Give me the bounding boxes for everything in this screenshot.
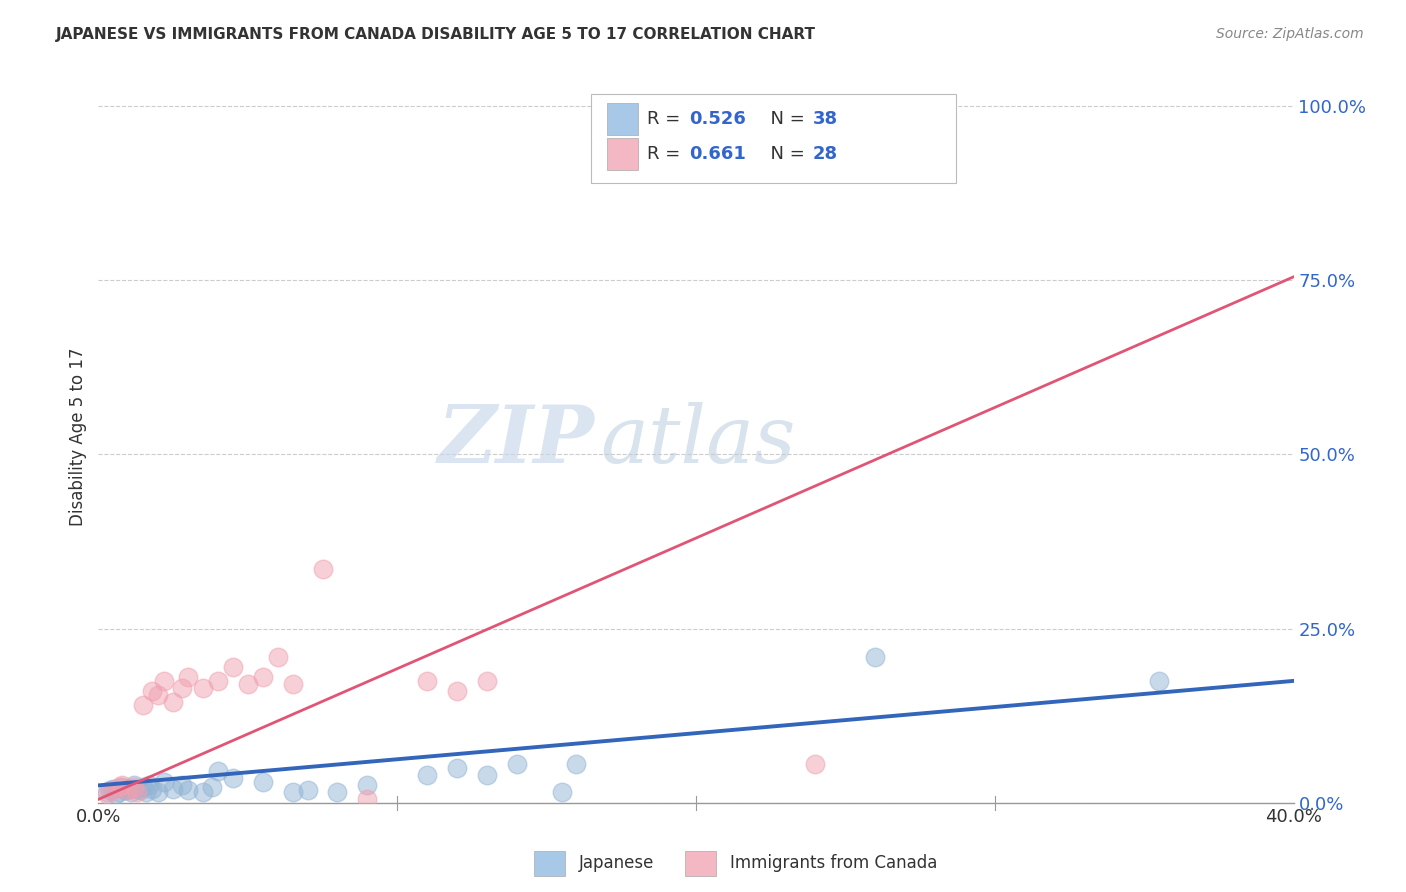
Point xyxy=(127,781,149,796)
Point xyxy=(172,681,194,695)
Point xyxy=(565,757,588,772)
Point xyxy=(1147,673,1170,688)
Point xyxy=(207,673,229,688)
Point xyxy=(153,673,176,688)
Point xyxy=(120,785,142,799)
Point xyxy=(222,772,245,786)
Point xyxy=(356,778,378,792)
Point xyxy=(236,677,259,691)
Point xyxy=(117,781,139,796)
Point xyxy=(148,688,170,702)
Point xyxy=(416,768,439,782)
Point xyxy=(475,673,498,688)
Text: N =: N = xyxy=(759,145,811,163)
Point xyxy=(111,778,134,792)
Text: 0.661: 0.661 xyxy=(689,145,745,163)
Point xyxy=(98,783,122,797)
Point xyxy=(138,778,160,792)
Text: R =: R = xyxy=(647,110,686,128)
Point xyxy=(191,785,214,799)
Point xyxy=(96,785,118,799)
Point xyxy=(326,785,349,799)
Y-axis label: Disability Age 5 to 17: Disability Age 5 to 17 xyxy=(69,348,87,526)
Point xyxy=(117,783,139,797)
Point xyxy=(108,785,131,799)
Point xyxy=(804,757,827,772)
Point xyxy=(446,684,468,698)
Point xyxy=(172,778,194,792)
Point xyxy=(141,781,163,796)
Point xyxy=(177,670,200,684)
Point xyxy=(506,757,529,772)
Text: Japanese: Japanese xyxy=(579,855,655,872)
Point xyxy=(297,783,319,797)
Point xyxy=(105,788,128,802)
Point xyxy=(446,761,468,775)
Text: N =: N = xyxy=(759,110,811,128)
Point xyxy=(148,785,170,799)
Point xyxy=(141,684,163,698)
Point xyxy=(124,780,146,795)
Text: Source: ZipAtlas.com: Source: ZipAtlas.com xyxy=(1216,27,1364,41)
Text: atlas: atlas xyxy=(600,402,796,480)
Text: ZIP: ZIP xyxy=(437,402,595,480)
Point xyxy=(114,783,136,797)
Point xyxy=(162,695,184,709)
Point xyxy=(191,681,214,695)
Point xyxy=(252,775,274,789)
Point xyxy=(550,785,572,799)
Point xyxy=(124,778,146,792)
Point xyxy=(103,781,125,796)
Point xyxy=(201,780,224,795)
Point xyxy=(135,785,157,799)
Point xyxy=(207,764,229,779)
Point xyxy=(162,781,184,796)
Point xyxy=(111,780,134,795)
Point xyxy=(177,783,200,797)
Point xyxy=(267,649,290,664)
Point xyxy=(356,792,378,806)
Text: 0.526: 0.526 xyxy=(689,110,745,128)
Point xyxy=(311,562,333,576)
Text: 38: 38 xyxy=(813,110,838,128)
Text: JAPANESE VS IMMIGRANTS FROM CANADA DISABILITY AGE 5 TO 17 CORRELATION CHART: JAPANESE VS IMMIGRANTS FROM CANADA DISAB… xyxy=(56,27,817,42)
Point xyxy=(252,670,274,684)
Point xyxy=(281,677,304,691)
Text: 28: 28 xyxy=(813,145,838,163)
Point xyxy=(108,780,131,795)
Point xyxy=(103,783,125,797)
Point xyxy=(281,785,304,799)
Point xyxy=(129,783,152,797)
Point xyxy=(132,698,155,713)
Point xyxy=(475,768,498,782)
Point xyxy=(416,673,439,688)
Text: Immigrants from Canada: Immigrants from Canada xyxy=(730,855,936,872)
Point xyxy=(865,649,887,664)
Point xyxy=(127,785,149,799)
Text: R =: R = xyxy=(647,145,692,163)
Point xyxy=(153,775,176,789)
Point xyxy=(96,788,118,802)
Point xyxy=(222,660,245,674)
Point xyxy=(132,780,155,795)
